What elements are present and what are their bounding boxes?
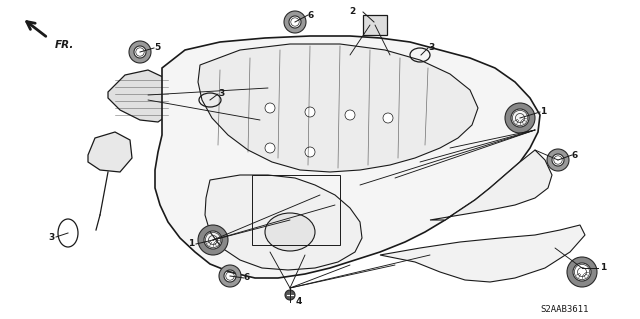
Text: 3: 3 xyxy=(218,90,224,99)
Wedge shape xyxy=(284,11,306,33)
Ellipse shape xyxy=(265,213,315,251)
Polygon shape xyxy=(155,36,540,278)
Wedge shape xyxy=(567,257,597,287)
Text: 1: 1 xyxy=(600,263,606,272)
Text: S2AAB3611: S2AAB3611 xyxy=(540,306,588,315)
Bar xyxy=(363,15,387,35)
Circle shape xyxy=(305,107,315,117)
Circle shape xyxy=(383,113,393,123)
Polygon shape xyxy=(380,225,585,282)
Text: 1: 1 xyxy=(188,240,194,249)
Circle shape xyxy=(305,147,315,157)
Wedge shape xyxy=(129,41,151,63)
Wedge shape xyxy=(505,103,535,133)
Text: 6: 6 xyxy=(244,273,250,283)
Circle shape xyxy=(265,103,275,113)
Circle shape xyxy=(285,290,295,300)
Text: FR.: FR. xyxy=(55,40,74,50)
Text: 1: 1 xyxy=(540,108,547,116)
Wedge shape xyxy=(219,265,241,287)
Text: 3: 3 xyxy=(49,233,55,241)
Circle shape xyxy=(265,143,275,153)
Text: 2: 2 xyxy=(349,8,356,17)
Text: 6: 6 xyxy=(308,11,314,19)
Circle shape xyxy=(345,110,355,120)
Polygon shape xyxy=(88,132,132,172)
Polygon shape xyxy=(430,150,552,220)
Text: 3: 3 xyxy=(428,43,435,53)
Text: 5: 5 xyxy=(154,43,160,53)
Text: 4: 4 xyxy=(296,298,302,307)
Polygon shape xyxy=(198,44,478,172)
Polygon shape xyxy=(108,70,175,122)
Text: 6: 6 xyxy=(572,151,579,160)
Wedge shape xyxy=(198,225,228,255)
Wedge shape xyxy=(547,149,569,171)
Polygon shape xyxy=(205,175,362,270)
